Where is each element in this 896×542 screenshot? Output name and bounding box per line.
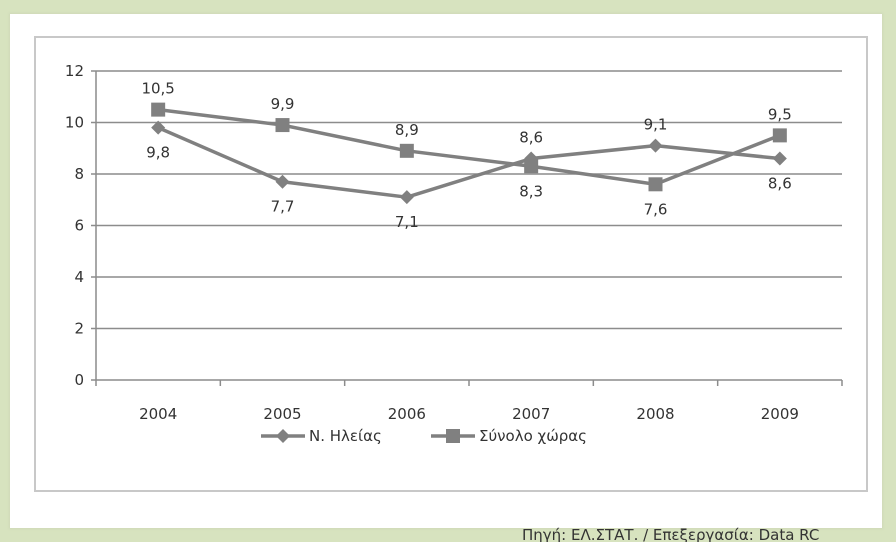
chart-area: 0 2 4 6 8 10 12 2004 2005 2006 2007 2008 2009 9,8 10,5… [34, 36, 868, 492]
x-tick-label: 2006 [388, 405, 426, 423]
data-point-country [772, 128, 787, 143]
x-tick-label: 2008 [636, 405, 674, 423]
series-line-ilia [157, 126, 781, 199]
data-label: 8,9 [395, 121, 419, 139]
legend-label-ilia: Ν. Ηλείας [309, 427, 382, 445]
data-label: 9,5 [768, 105, 792, 123]
y-tick-label: 8 [74, 165, 84, 183]
y-tick-label: 6 [74, 217, 84, 235]
y-tick-label: 10 [65, 114, 84, 132]
y-tick-label: 0 [74, 371, 84, 389]
data-label: 7,1 [395, 213, 419, 231]
figure-panel: 0 2 4 6 8 10 12 2004 2005 2006 2007 2008 2009 9,8 10,5… [10, 14, 882, 542]
data-point-ilia [648, 138, 663, 153]
data-label: 10,5 [141, 80, 174, 98]
data-point-ilia [399, 190, 414, 205]
data-point-country [399, 143, 414, 158]
data-label: 8,6 [519, 129, 543, 147]
y-tick-label: 12 [65, 62, 84, 80]
legend-marker [276, 429, 290, 443]
data-label: 9,8 [146, 144, 170, 162]
x-tick-label: 2007 [512, 405, 550, 423]
data-label: 7,7 [271, 198, 295, 216]
data-point-ilia [151, 120, 166, 135]
data-label: 9,1 [644, 116, 668, 134]
x-tick-label: 2005 [263, 405, 301, 423]
data-label: 8,3 [519, 182, 543, 200]
x-tick-label: 2009 [761, 405, 799, 423]
line-chart: 0 2 4 6 8 10 12 2004 2005 2006 2007 2008 2009 9,8 10,5… [65, 62, 843, 445]
data-point-country [524, 159, 539, 174]
data-label: 8,6 [768, 175, 792, 193]
legend-marker [446, 429, 460, 443]
data-point-ilia [275, 174, 290, 189]
data-point-country [648, 177, 663, 192]
x-tick-label: 2004 [139, 405, 177, 423]
data-point-country [275, 118, 290, 133]
data-point-country [151, 102, 166, 117]
y-tick-label: 2 [74, 320, 84, 338]
data-point-ilia [772, 151, 787, 166]
data-label: 9,9 [271, 95, 295, 113]
y-tick-label: 4 [74, 268, 84, 286]
source-note: Πηγή: ΕΛ.ΣΤΑΤ. / Επεξεργασία: Data RC [522, 526, 820, 542]
legend-label-country: Σύνολο χώρας [479, 427, 587, 445]
data-label: 7,6 [644, 200, 668, 218]
series-line-country [157, 107, 781, 187]
